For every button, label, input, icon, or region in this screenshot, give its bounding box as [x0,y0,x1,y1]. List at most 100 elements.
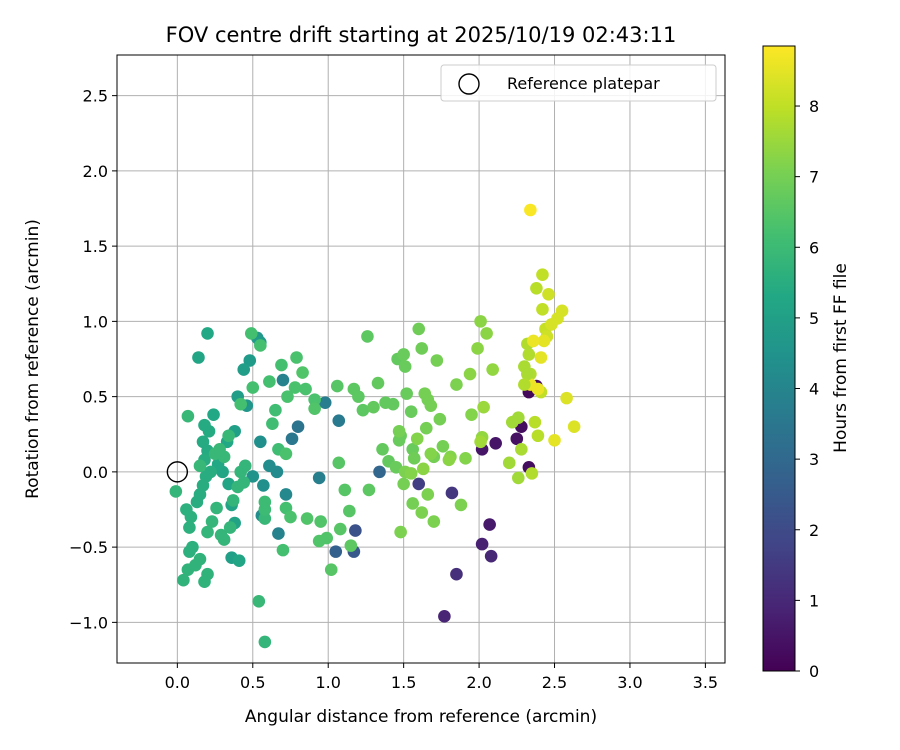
data-point [512,411,525,424]
x-tick-label: 1.0 [315,673,340,692]
scatter-points [169,203,581,649]
data-point [367,400,380,414]
data-point [430,354,444,367]
y-tick-label: 0.5 [83,388,108,407]
plot-frame [116,54,726,664]
data-point [397,477,410,491]
data-point [394,525,407,539]
data-point [299,382,312,396]
data-point [406,497,420,510]
x-axis-ticks: 0.0 0.5 1.0 1.5 2.0 2.5 3.0 3.5 [165,663,718,692]
data-point [276,373,290,387]
data-point [254,339,267,352]
data-point [312,471,326,485]
data-point [407,452,421,465]
data-point [397,348,410,361]
data-point [244,327,258,340]
data-point [421,488,435,501]
data-point [210,501,223,515]
data-point [208,447,222,461]
data-point [196,479,210,492]
data-point [475,537,489,551]
data-point [436,439,450,453]
data-point [343,504,356,518]
data-point [258,495,272,509]
data-point [338,483,352,497]
data-point [201,327,214,340]
data-point [459,452,472,465]
data-point [560,391,573,405]
colorbar-tick-label: 0 [809,662,819,681]
data-point [201,567,214,581]
x-axis-label: Angular distance from reference (arcmin) [245,707,597,727]
data-point [454,498,468,512]
colorbar-tick-label: 3 [809,450,819,469]
data-point [308,402,321,415]
data-point [183,545,196,558]
data-point [217,533,231,546]
data-point [356,403,370,417]
data-point [223,521,237,534]
y-tick-label: 0.0 [83,463,108,482]
x-tick-label: 1.5 [391,673,416,692]
data-point [318,396,332,409]
colorbar-ticks: 0 1 2 3 4 5 6 7 8 [795,97,819,681]
data-point [502,456,516,470]
y-tick-label: −0.5 [69,538,108,557]
data-point [442,453,456,467]
data-point [332,456,346,470]
colorbar-tick-label: 2 [809,521,819,540]
data-point [329,545,343,558]
data-point [279,488,293,501]
data-point [330,379,344,393]
data-point [474,435,487,449]
data-point [392,433,406,447]
data-point [484,549,498,563]
data-point [534,351,548,364]
data-point [344,539,358,552]
data-point [362,483,376,497]
colorbar-label: Hours from first FF file [831,263,851,453]
data-point [416,462,430,476]
data-point [410,432,424,446]
data-point [232,554,246,567]
data-point [266,417,279,431]
y-tick-label: 1.5 [83,237,108,256]
colorbar: 0 1 2 3 4 5 6 7 8 Hours from first FF file [762,45,851,681]
data-point [263,375,276,388]
data-point [183,521,196,534]
data-point [483,518,496,531]
data-point [237,363,251,376]
data-point [474,315,487,328]
data-point [515,442,528,456]
data-point [489,436,502,450]
data-point [193,459,207,473]
data-point [332,414,346,428]
data-point [222,429,235,443]
y-axis-label: Rotation from reference (arcmin) [23,219,43,499]
data-point [528,415,542,429]
data-point [567,420,581,434]
data-point [415,506,429,519]
x-tick-label: 0.0 [165,673,190,692]
data-point [314,515,327,528]
data-point [518,378,531,391]
data-point [510,432,524,446]
colorbar-tick-label: 5 [809,309,819,328]
colorbar-tick-label: 8 [809,97,819,116]
data-point [537,334,551,348]
chart-title: FOV centre drift starting at 2025/10/19 … [166,23,677,47]
data-point [300,512,314,525]
data-point [276,543,290,557]
data-point [198,418,211,432]
data-point [412,322,426,336]
data-point [480,327,493,340]
data-point [524,203,537,217]
data-point [512,471,525,485]
data-point [536,268,549,282]
data-point [281,390,294,403]
data-point [226,494,240,507]
data-point [555,304,569,318]
data-point [272,527,285,540]
